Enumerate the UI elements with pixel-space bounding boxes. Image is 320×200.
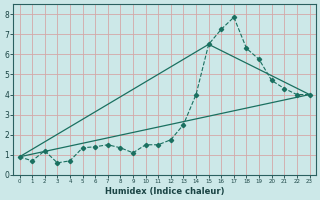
X-axis label: Humidex (Indice chaleur): Humidex (Indice chaleur): [105, 187, 224, 196]
